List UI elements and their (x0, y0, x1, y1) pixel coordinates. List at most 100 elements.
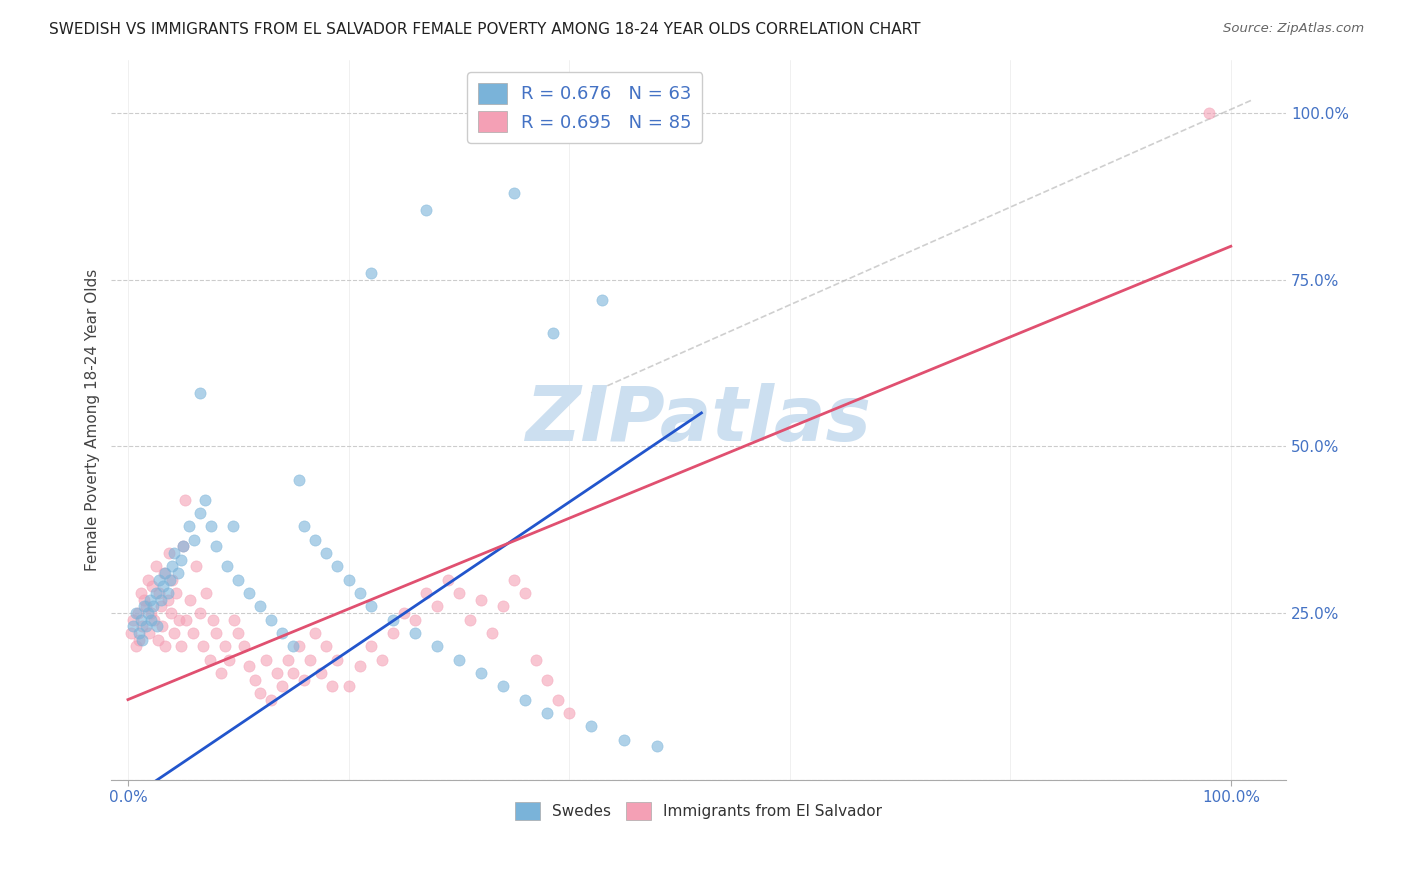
Point (558, 706, 581, 720)
Point (148, 586, 170, 600)
Point (128, 626, 150, 640)
Point (415, 202, 437, 217)
Point (136, 606, 159, 620)
Point (536, 706, 558, 720)
Point (381, 613, 404, 627)
Point (145, 619, 167, 633)
Point (503, 186, 526, 200)
Point (249, 686, 271, 700)
Point (254, 652, 277, 666)
Point (277, 652, 299, 666)
Point (536, 673, 558, 687)
Point (226, 626, 249, 640)
Point (613, 732, 636, 747)
Point (360, 640, 382, 654)
Point (153, 566, 176, 580)
Point (120, 626, 142, 640)
Point (349, 659, 371, 673)
Point (470, 665, 492, 680)
Point (188, 606, 211, 620)
Point (166, 586, 188, 600)
Point (134, 592, 156, 607)
Point (124, 606, 146, 620)
Point (232, 640, 254, 654)
Point (426, 640, 449, 654)
Point (392, 606, 415, 620)
Point (481, 626, 503, 640)
Point (579, 719, 602, 733)
Point (155, 566, 177, 580)
Point (157, 546, 180, 560)
Point (315, 546, 337, 560)
Point (122, 613, 145, 627)
Point (150, 592, 173, 607)
Point (134, 599, 156, 614)
Point (288, 473, 311, 487)
Point (447, 586, 470, 600)
Point (170, 640, 193, 654)
Point (238, 586, 260, 600)
Point (150, 619, 173, 633)
Point (194, 492, 217, 507)
Point (122, 619, 145, 633)
Point (243, 673, 266, 687)
Point (183, 533, 205, 547)
Point (188, 506, 211, 520)
Point (271, 626, 294, 640)
Point (181, 626, 204, 640)
Text: Source: ZipAtlas.com: Source: ZipAtlas.com (1223, 22, 1364, 36)
Point (238, 659, 260, 673)
Point (176, 613, 198, 627)
Point (131, 632, 153, 647)
Point (271, 679, 294, 693)
Point (198, 652, 221, 666)
Point (249, 599, 271, 614)
Point (513, 692, 536, 706)
Point (222, 613, 245, 627)
Point (177, 519, 200, 533)
Point (288, 640, 311, 654)
Point (214, 640, 236, 654)
Point (139, 606, 162, 620)
Point (283, 665, 305, 680)
Point (321, 679, 343, 693)
Point (513, 586, 536, 600)
Point (150, 599, 173, 614)
Point (218, 652, 240, 666)
Point (139, 592, 162, 607)
Point (127, 606, 149, 620)
Point (404, 626, 426, 640)
Point (167, 613, 190, 627)
Point (226, 573, 249, 587)
Point (156, 592, 179, 607)
Point (200, 519, 222, 533)
Point (304, 533, 326, 547)
Point (436, 573, 458, 587)
Point (143, 613, 166, 627)
Point (337, 573, 360, 587)
Point (145, 559, 167, 574)
Point (152, 579, 174, 593)
Point (163, 546, 186, 560)
Point (294, 519, 316, 533)
Point (415, 586, 437, 600)
Point (360, 266, 382, 280)
Point (148, 573, 170, 587)
Point (156, 586, 179, 600)
Point (186, 559, 208, 574)
Point (131, 619, 153, 633)
Point (503, 573, 526, 587)
Point (294, 673, 316, 687)
Point (260, 692, 283, 706)
Point (591, 293, 613, 307)
Point (172, 539, 194, 553)
Point (470, 592, 492, 607)
Point (179, 592, 201, 607)
Point (458, 613, 481, 627)
Point (170, 552, 193, 566)
Point (205, 626, 228, 640)
Point (492, 599, 515, 614)
Point (135, 619, 157, 633)
Point (129, 586, 152, 600)
Point (128, 632, 150, 647)
